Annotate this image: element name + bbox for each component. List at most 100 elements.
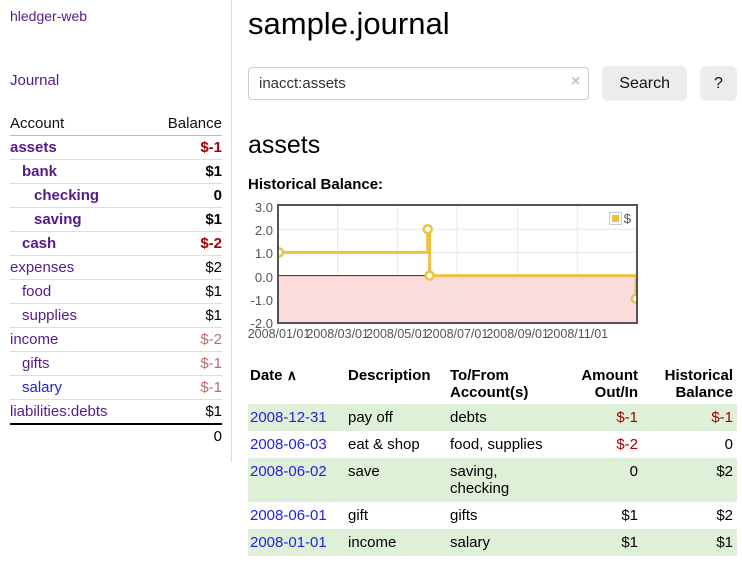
transaction-accounts: gifts: [450, 507, 478, 524]
x-tick-label: 2008/05/01: [366, 327, 429, 341]
data-point: [630, 293, 636, 305]
register-row: 2008-06-01 gift gifts $1 $2: [248, 502, 737, 529]
account-row: gifts $-1: [10, 351, 222, 376]
register-row: 2008-06-02 save saving, checking 0 $2: [248, 458, 737, 502]
transaction-balance: $2: [716, 463, 733, 480]
nav-journal-link[interactable]: Journal: [10, 72, 60, 89]
transaction-accounts: debts: [450, 409, 487, 426]
account-link-checking[interactable]: checking: [34, 187, 100, 204]
register-table: Date ∧ Description To/From Account(s) Am…: [248, 364, 737, 556]
transaction-date-link[interactable]: 2008-06-03: [250, 436, 327, 453]
account-link-bank[interactable]: bank: [22, 163, 58, 180]
transaction-amount: $1: [621, 507, 638, 524]
accounts-total-row: 0: [10, 423, 222, 448]
account-balance: $-1: [146, 375, 222, 400]
transaction-accounts: food, supplies: [450, 436, 543, 453]
x-tick-label: 2008/07/01: [425, 327, 489, 341]
page-title: sample.journal: [248, 6, 450, 41]
register-header-date[interactable]: Date ∧: [248, 364, 344, 404]
account-row: food $1: [10, 279, 222, 304]
register-header-amount: Amount Out/In: [581, 367, 638, 401]
search-input[interactable]: [248, 67, 590, 100]
register-header-row: Date ∧ Description To/From Account(s) Am…: [248, 364, 737, 404]
account-row: expenses $2: [10, 255, 222, 280]
chart-legend: $: [609, 211, 631, 226]
y-tick-label: 3.0: [254, 200, 273, 215]
account-link-liabilities-debts[interactable]: liabilities:debts: [10, 403, 108, 420]
transaction-description: pay off: [348, 409, 393, 426]
account-link-expenses[interactable]: expenses: [10, 259, 75, 276]
account-link-salary[interactable]: salary: [22, 379, 63, 396]
register-header-balance: Historical Balance: [664, 367, 733, 401]
clear-search-icon[interactable]: ×: [570, 73, 581, 90]
register-row: 2008-06-03 eat & shop food, supplies $-2…: [248, 431, 737, 458]
account-balance: $-1: [200, 139, 222, 156]
historical-balance-chart: $ 3.0 2.0 1.0 0.0 -1.0 -2.0 2008/01/01 2008/03…: [248, 200, 638, 342]
search-form: × Search ?: [248, 66, 737, 101]
register-header-description: Description: [348, 367, 431, 384]
chart-plot-area: $ 3.0 2.0 1.0 0.0 -1.0 -2.0: [251, 200, 638, 331]
account-link-supplies[interactable]: supplies: [22, 307, 78, 324]
accounts-total: 0: [146, 423, 222, 448]
transaction-date-link[interactable]: 2008-12-31: [250, 409, 327, 426]
transaction-description: save: [348, 463, 380, 480]
chart-canvas: [279, 206, 636, 322]
register-header-accounts: To/From Account(s): [450, 367, 529, 401]
transaction-date-link[interactable]: 2008-06-01: [250, 507, 327, 524]
transaction-amount: $1: [621, 534, 638, 551]
account-link-income[interactable]: income: [10, 331, 59, 348]
main-content: sample.journal × Search ? assets Histori…: [232, 0, 742, 576]
transaction-amount: $-1: [616, 409, 638, 426]
x-tick-label: 2008/01/01: [247, 327, 311, 341]
account-balance: $1: [146, 159, 222, 184]
data-point: [422, 223, 433, 235]
search-button[interactable]: Search: [602, 66, 687, 101]
search-box: ×: [248, 67, 590, 100]
legend-swatch-icon: [609, 213, 621, 224]
transaction-balance: $1: [716, 534, 733, 551]
data-point: [424, 270, 435, 281]
sidebar-nav: Journal: [10, 72, 222, 90]
account-row: checking 0: [10, 183, 222, 208]
y-tick-label: -1.0: [250, 292, 273, 308]
account-balance: $-2: [146, 231, 222, 256]
account-balance: $1: [146, 303, 222, 328]
transaction-description: eat & shop: [348, 436, 420, 453]
sidebar: hledger-web Journal Account Balance asse…: [0, 0, 232, 462]
chart-title: Historical Balance:: [248, 176, 384, 193]
account-balance: $1: [146, 399, 222, 424]
account-row: supplies $1: [10, 303, 222, 328]
account-row: income $-2: [10, 327, 222, 352]
x-tick-label: 2008/09/01: [486, 327, 549, 341]
account-link-cash[interactable]: cash: [22, 235, 57, 252]
transaction-balance: 0: [724, 436, 733, 453]
transaction-balance: $-1: [711, 409, 733, 426]
transaction-accounts: salary: [450, 534, 491, 551]
y-tick-label: 0.0: [254, 269, 273, 285]
transaction-amount: 0: [629, 463, 638, 480]
transaction-date-link[interactable]: 2008-06-02: [250, 463, 327, 480]
account-row: cash $-2: [10, 231, 222, 256]
register-row: 2008-12-31 pay off debts $-1 $-1: [248, 404, 737, 431]
account-balance: $-1: [146, 351, 222, 376]
help-button[interactable]: ?: [700, 66, 737, 101]
x-axis-labels: 2008/01/01 2008/03/01 2008/05/01 2008/07/01…: [248, 324, 638, 342]
account-link-saving[interactable]: saving: [34, 211, 82, 228]
account-row: saving $1: [10, 207, 222, 232]
account-link-gifts[interactable]: gifts: [22, 355, 50, 372]
accounts-header-account: Account: [10, 112, 147, 136]
register-row: 2008-01-01 income salary $1 $1: [248, 529, 737, 556]
app-title-link[interactable]: hledger-web: [10, 8, 88, 24]
account-balance: 0: [146, 183, 222, 208]
legend-label: $: [623, 211, 631, 226]
account-link-food[interactable]: food: [22, 283, 52, 300]
transaction-accounts: saving, checking: [450, 463, 510, 497]
transaction-date-link[interactable]: 2008-01-01: [250, 534, 327, 551]
account-row: assets $-1: [10, 136, 222, 160]
x-tick-label: 2008/11/01: [546, 327, 609, 341]
accounts-header-balance: Balance: [146, 112, 222, 136]
account-balance: $2: [146, 255, 222, 280]
account-link-assets[interactable]: assets: [10, 139, 57, 156]
account-balance: $1: [146, 207, 222, 232]
